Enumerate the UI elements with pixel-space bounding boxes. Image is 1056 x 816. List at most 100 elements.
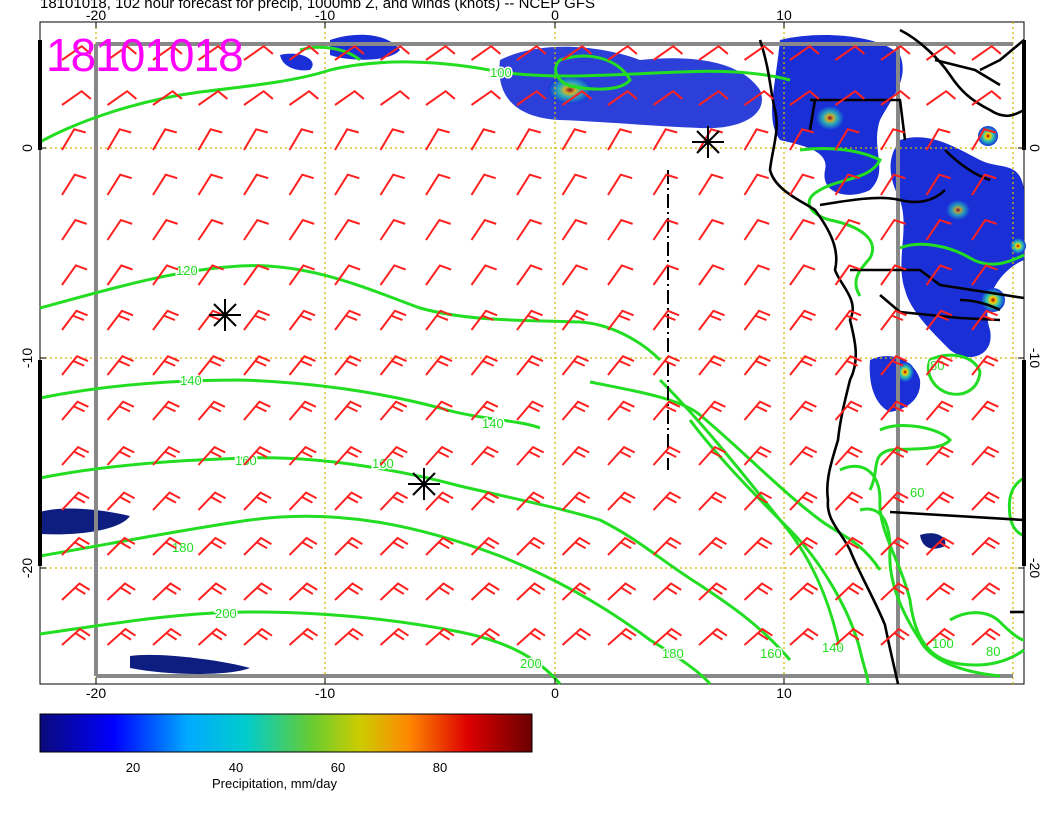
wind-barb	[243, 309, 270, 331]
wind-barb	[106, 536, 136, 556]
wind-barb	[197, 355, 225, 376]
wind-barb	[106, 491, 136, 511]
wind-barb	[197, 173, 224, 196]
lat-label-right: -10	[1027, 348, 1043, 368]
wind-barb	[425, 309, 452, 331]
wind-barb	[106, 582, 136, 601]
wind-barb	[470, 173, 497, 196]
wind-barb	[288, 536, 318, 556]
wind-barb	[652, 173, 679, 196]
wind-barb	[834, 627, 865, 646]
precip-area	[280, 53, 313, 71]
contour-line	[39, 610, 562, 685]
wind-barb	[379, 173, 406, 196]
wind-barb	[607, 173, 633, 196]
wind-barb	[971, 218, 998, 241]
wind-barb	[470, 400, 499, 421]
lon-label-bottom: -20	[86, 685, 106, 701]
forecast-stamp: 18101018	[46, 29, 244, 81]
wind-barb	[197, 309, 225, 331]
wind-barb	[288, 173, 315, 196]
wind-barb	[743, 400, 772, 421]
wind-barb	[789, 491, 818, 511]
wind-barb	[971, 355, 999, 376]
wind-barb	[880, 355, 908, 376]
wind-barb	[334, 582, 364, 601]
contour-label: 200	[520, 656, 542, 671]
wind-barb	[925, 491, 955, 511]
lon-label-top: 10	[776, 7, 792, 23]
contour-line	[839, 464, 1025, 667]
wind-barb	[288, 89, 319, 106]
wind-barb	[243, 44, 274, 61]
wind-barb	[834, 173, 861, 196]
wind-barb	[516, 44, 547, 61]
wind-barb	[698, 582, 728, 601]
contour-line	[554, 54, 632, 91]
wind-barb	[425, 582, 455, 601]
wind-barb	[197, 627, 228, 646]
wind-barb	[925, 264, 952, 286]
wind-barb	[470, 218, 497, 241]
wind-barb	[880, 173, 906, 196]
wind-barb	[425, 627, 455, 646]
wind-barb	[243, 264, 270, 286]
wind-barb	[288, 44, 319, 61]
wind-barb	[925, 400, 954, 421]
wind-barb	[971, 445, 1000, 466]
wind-barb	[106, 400, 135, 421]
wind-barb	[516, 218, 543, 241]
wind-barb	[789, 128, 814, 151]
wind-barb	[425, 400, 453, 421]
wind-barb	[561, 445, 590, 466]
wind-barb	[789, 173, 815, 196]
wind-barb	[470, 536, 500, 556]
wind-barb	[61, 445, 90, 466]
lon-label-top: -20	[86, 7, 106, 23]
wind-barb	[106, 355, 134, 376]
contour-label: 80	[986, 644, 1000, 659]
contour-label: 200	[215, 606, 237, 621]
contour-line	[949, 611, 1025, 642]
wind-barb	[197, 264, 224, 286]
wind-barb	[61, 264, 88, 286]
wind-barb	[379, 355, 407, 376]
wind-barb	[334, 536, 363, 556]
wind-barb	[789, 309, 816, 331]
wind-barb	[243, 89, 274, 106]
wind-barb	[243, 491, 272, 511]
wind-barb	[834, 536, 864, 556]
lat-label-right: 0	[1027, 144, 1043, 152]
wind-barb	[561, 400, 590, 421]
wind-barb	[516, 128, 541, 151]
wind-barb	[425, 536, 454, 556]
wind-barb	[698, 355, 726, 376]
wind-barb	[197, 128, 223, 151]
wind-barb	[425, 44, 456, 61]
wind-barb	[698, 218, 725, 241]
wind-barb	[334, 445, 363, 466]
wind-barb	[152, 89, 183, 106]
wind-barb	[334, 128, 359, 151]
wind-barb	[607, 309, 634, 331]
wind-barb	[470, 582, 500, 601]
lon-label-bottom: -10	[315, 685, 335, 701]
wind-barb	[379, 264, 406, 286]
wind-barb	[106, 128, 132, 151]
precip-area	[130, 654, 250, 674]
wind-barb	[334, 355, 362, 376]
colorbar-tick: 20	[125, 760, 141, 775]
wind-barb	[607, 264, 634, 286]
wind-barb	[925, 44, 956, 61]
wind-barb	[561, 627, 592, 646]
wind-barb	[243, 128, 268, 151]
wind-barb	[152, 536, 181, 556]
wind-barb	[561, 536, 591, 556]
wind-barb	[880, 218, 907, 241]
wind-barb	[971, 582, 1001, 601]
lat-label-left: -20	[19, 558, 35, 578]
wind-barb	[516, 445, 545, 466]
wind-barb	[561, 44, 592, 61]
wind-barb	[516, 309, 543, 331]
wind-barb	[925, 355, 953, 376]
